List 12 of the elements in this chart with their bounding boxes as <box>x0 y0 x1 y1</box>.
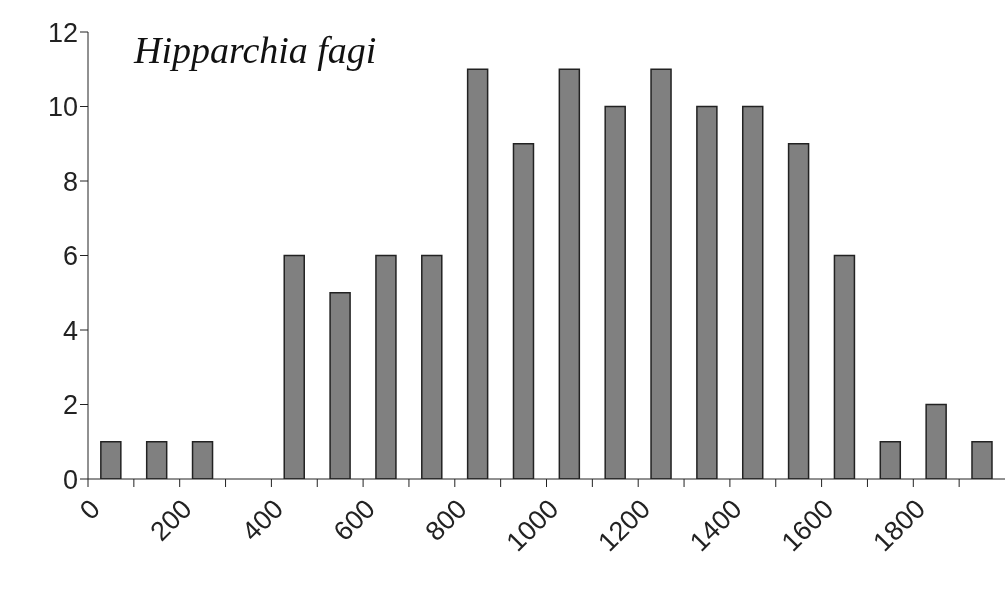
y-tick-label: 8 <box>62 166 78 197</box>
y-tick-label: 12 <box>47 17 78 48</box>
x-tick-label: 600 <box>327 493 381 547</box>
x-tick-label: 800 <box>419 493 473 547</box>
x-tick-label: 400 <box>236 493 290 547</box>
y-tick-label: 0 <box>62 464 78 495</box>
y-tick-label: 6 <box>62 241 78 272</box>
y-tick-label: 4 <box>62 315 78 346</box>
chart-title: Hipparchia fagi <box>134 28 377 72</box>
y-tick-label: 10 <box>47 92 78 123</box>
y-tick-label: 2 <box>62 390 78 421</box>
x-tick-label: 200 <box>144 493 198 547</box>
